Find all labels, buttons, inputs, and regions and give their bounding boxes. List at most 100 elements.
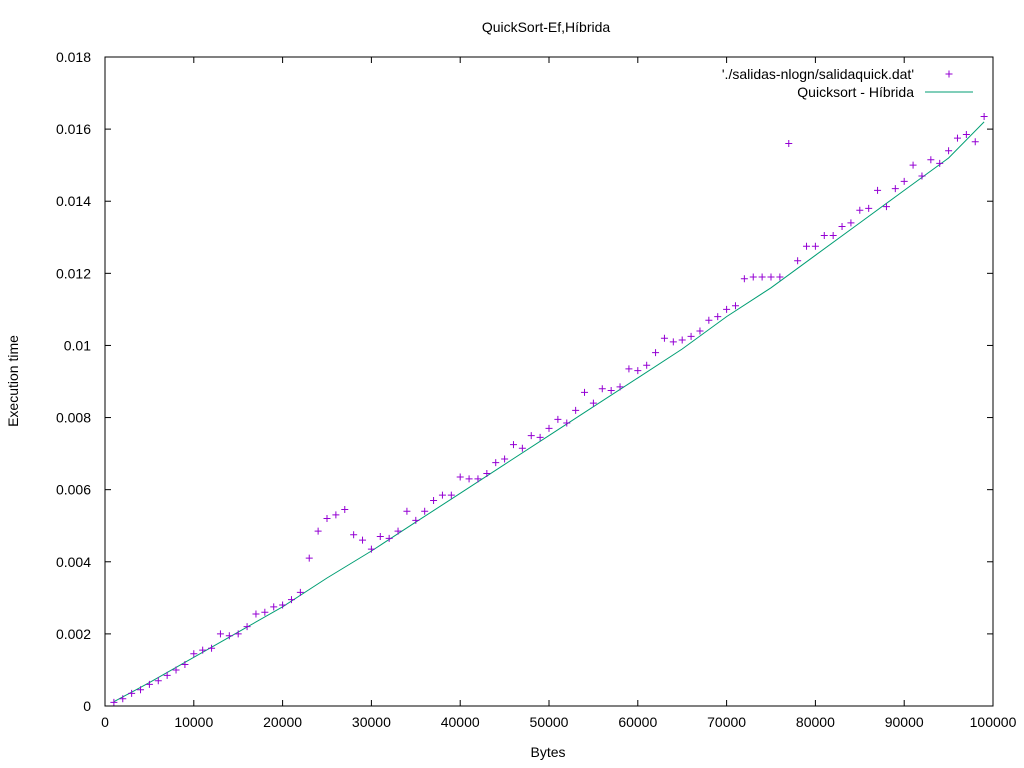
data-point — [119, 695, 127, 703]
data-point — [865, 204, 873, 212]
x-tick-label: 40000 — [441, 714, 480, 730]
chart-title: QuickSort-Ef,Híbrida — [482, 19, 611, 35]
data-point — [811, 242, 819, 250]
x-tick-label: 80000 — [796, 714, 835, 730]
data-point — [945, 147, 953, 155]
data-point — [225, 632, 233, 640]
data-point — [474, 475, 482, 483]
series-layer — [110, 112, 988, 706]
data-point — [581, 388, 589, 396]
x-axis-title: Bytes — [530, 744, 565, 760]
data-point — [669, 338, 677, 346]
y-tick-label: 0.006 — [56, 482, 91, 498]
y-axis-title: Execution time — [5, 335, 21, 427]
data-point — [918, 172, 926, 180]
data-point — [643, 361, 651, 369]
data-point — [740, 275, 748, 283]
data-point — [909, 161, 917, 169]
data-point — [900, 177, 908, 185]
data-point — [598, 385, 606, 393]
data-point — [270, 603, 278, 611]
data-point — [962, 131, 970, 139]
data-point — [314, 527, 322, 535]
x-tick-label: 0 — [101, 714, 109, 730]
data-point — [767, 273, 775, 281]
data-point — [252, 610, 260, 618]
data-point — [696, 327, 704, 335]
data-point — [687, 332, 695, 340]
x-tick-label: 10000 — [174, 714, 213, 730]
data-point — [794, 257, 802, 265]
data-point — [882, 203, 890, 211]
data-point — [438, 491, 446, 499]
y-tick-label: 0.018 — [56, 49, 91, 65]
data-point — [660, 334, 668, 342]
data-point — [137, 686, 145, 694]
data-point — [731, 302, 739, 310]
data-point — [785, 140, 793, 148]
data-point — [572, 406, 580, 414]
data-point — [776, 273, 784, 281]
data-point — [980, 112, 988, 120]
data-point — [199, 646, 207, 654]
data-point — [927, 156, 935, 164]
data-point — [208, 644, 216, 652]
y-tick-label: 0.016 — [56, 121, 91, 137]
data-point — [527, 432, 535, 440]
data-point — [554, 415, 562, 423]
data-point — [492, 459, 500, 467]
data-point — [634, 367, 642, 375]
data-point — [856, 206, 864, 214]
data-point — [305, 554, 313, 562]
data-point — [874, 186, 882, 194]
data-point — [829, 231, 837, 239]
data-point — [403, 507, 411, 515]
x-tick-label: 70000 — [707, 714, 746, 730]
legend-label-line: Quicksort - Híbrida — [797, 84, 914, 100]
data-point — [181, 661, 189, 669]
data-point — [190, 650, 198, 658]
data-point — [518, 444, 526, 452]
data-point — [456, 473, 464, 481]
data-point — [332, 511, 340, 519]
data-point — [971, 138, 979, 146]
data-point — [216, 630, 224, 638]
data-point — [545, 424, 553, 432]
data-point — [953, 134, 961, 142]
data-point — [172, 666, 180, 674]
plot-frame — [104, 56, 994, 707]
axis-ticks — [104, 56, 994, 707]
x-tick-label: 60000 — [618, 714, 657, 730]
y-tick-label: 0.012 — [56, 265, 91, 281]
x-tick-label: 90000 — [885, 714, 924, 730]
data-point — [838, 222, 846, 230]
data-point — [447, 491, 455, 499]
y-tick-label: 0.014 — [56, 193, 91, 209]
data-point — [616, 383, 624, 391]
y-tick-label: 0.01 — [64, 337, 91, 353]
data-point — [341, 505, 349, 513]
x-tick-label: 50000 — [530, 714, 569, 730]
data-point — [465, 475, 473, 483]
data-point — [847, 219, 855, 227]
tick-labels: 0 10000 20000 30000 40000 50000 60000 70000 8000… — [56, 49, 1017, 730]
data-point — [678, 336, 686, 344]
y-tick-label: 0.008 — [56, 410, 91, 426]
data-point — [430, 496, 438, 504]
data-point — [234, 630, 242, 638]
data-point — [394, 527, 402, 535]
data-point — [163, 671, 171, 679]
data-point — [625, 365, 633, 373]
legend: './salidas-nlogn/salidaquick.dat' Quicks… — [722, 66, 973, 100]
data-point — [376, 533, 384, 541]
data-point — [243, 623, 251, 631]
data-point — [891, 185, 899, 193]
data-point — [714, 313, 722, 321]
data-point — [421, 507, 429, 515]
data-point — [145, 680, 153, 688]
x-tick-label: 30000 — [352, 714, 391, 730]
data-point — [128, 689, 136, 697]
data-point — [385, 534, 393, 542]
data-point — [350, 531, 358, 539]
data-point — [820, 231, 828, 239]
